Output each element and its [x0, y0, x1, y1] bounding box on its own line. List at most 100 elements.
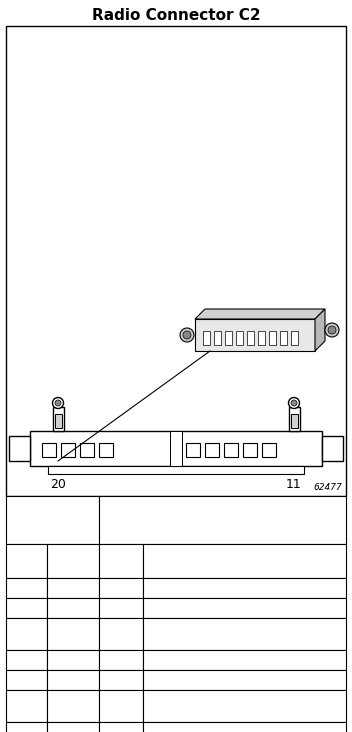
Bar [6, 578, 47, 598]
Bar [99, 670, 143, 690]
Text: 11–13: 11–13 [11, 583, 42, 593]
Bar [99, 578, 143, 598]
Text: 15: 15 [20, 655, 33, 665]
Bar [291, 331, 298, 345]
Bar [47, 670, 99, 690]
Bar [195, 319, 315, 351]
Polygon shape [195, 309, 325, 319]
Circle shape [52, 397, 63, 408]
Text: 17: 17 [20, 701, 33, 711]
Bar [48, 466, 304, 474]
Text: —: — [68, 583, 78, 593]
Bar [143, 618, 346, 650]
Text: Not Used: Not Used [147, 655, 193, 665]
Bar [99, 650, 143, 670]
Bar [47, 544, 99, 578]
Text: 115: 115 [111, 701, 131, 711]
Circle shape [183, 331, 191, 339]
Bar [247, 331, 254, 345]
Bar [99, 598, 143, 618]
Text: Circuit
No.: Circuit No. [102, 550, 140, 572]
Bar [47, 722, 99, 732]
Bar [203, 331, 210, 345]
Bar [214, 331, 221, 345]
Bar [269, 331, 276, 345]
Bar [186, 443, 200, 457]
Bar [205, 443, 219, 457]
Text: DK BLU: DK BLU [55, 629, 91, 639]
Text: Function: Function [219, 556, 270, 566]
Text: Connector Part
Information: Connector Part Information [8, 509, 97, 531]
Bar [143, 722, 346, 732]
Bar [6, 496, 99, 544]
Text: LT BLU: LT BLU [57, 701, 89, 711]
Bar [6, 690, 47, 722]
Circle shape [55, 400, 61, 406]
Bar [143, 598, 346, 618]
Bar [225, 331, 232, 345]
Text: Pin: Pin [17, 556, 36, 566]
Bar [6, 722, 47, 732]
Bar [99, 722, 143, 732]
Bar [99, 496, 346, 544]
Text: 11: 11 [286, 478, 302, 491]
Bar [322, 436, 343, 461]
Bar [224, 443, 238, 457]
Bar [55, 414, 62, 428]
Circle shape [325, 323, 339, 337]
Text: • 12065785
• 10-Way F Micro-Pack
  100 Series (GRY): • 12065785 • 10-Way F Micro-Pack 100 Ser… [105, 503, 237, 539]
Circle shape [180, 328, 194, 342]
Bar [42, 443, 56, 457]
Bar [143, 650, 346, 670]
Bar [80, 443, 94, 457]
Bar [6, 618, 47, 650]
Bar [47, 598, 99, 618]
Text: Radio Connector C2: Radio Connector C2 [92, 8, 260, 23]
Bar [6, 26, 346, 496]
Text: 20: 20 [50, 478, 66, 491]
Polygon shape [315, 309, 325, 351]
Text: —: — [68, 655, 78, 665]
Bar [243, 443, 257, 457]
Text: —: — [116, 583, 126, 593]
Text: 14: 14 [20, 629, 33, 639]
Bar [143, 690, 346, 722]
Text: 16: 16 [20, 675, 33, 685]
Text: Vehicle Speed Signal: Vehicle Speed Signal [147, 675, 251, 685]
Bar [143, 544, 346, 578]
Text: 62477: 62477 [313, 483, 342, 492]
Bar [6, 650, 47, 670]
Text: —: — [68, 603, 78, 613]
Bar [53, 407, 64, 431]
Text: Not Used (Pick-up): Not Used (Pick-up) [147, 603, 240, 613]
Bar [47, 618, 99, 650]
Text: Right Rear Low Level
Audio Signal (+)
(w/ Amp): Right Rear Low Level Audio Signal (+) (w… [147, 727, 251, 732]
Text: Right Rear Speaker
Output (-) (w/o Amp): Right Rear Speaker Output (-) (w/o Amp) [147, 695, 250, 717]
Bar [30, 431, 322, 466]
Bar [6, 544, 47, 578]
Bar [9, 436, 30, 461]
Text: 14: 14 [20, 603, 33, 613]
Bar [170, 431, 182, 466]
Text: Steering Wheel Controls
Signal (Utility): Steering Wheel Controls Signal (Utility) [147, 623, 268, 645]
Bar [99, 544, 143, 578]
Bar [61, 443, 75, 457]
Text: 1796: 1796 [108, 629, 134, 639]
Bar [291, 414, 298, 428]
Bar [47, 578, 99, 598]
Bar [6, 598, 47, 618]
Bar [6, 670, 47, 690]
Bar [143, 578, 346, 598]
Text: —: — [116, 603, 126, 613]
Text: 389: 389 [112, 675, 130, 685]
Text: Wire
Color: Wire Color [57, 550, 88, 572]
Bar [258, 331, 265, 345]
Bar [99, 443, 113, 457]
Text: Not Used: Not Used [147, 583, 193, 593]
Text: —: — [116, 655, 126, 665]
Bar [289, 407, 300, 431]
Bar [262, 443, 276, 457]
Bar [236, 331, 243, 345]
Bar [47, 650, 99, 670]
Bar [99, 618, 143, 650]
